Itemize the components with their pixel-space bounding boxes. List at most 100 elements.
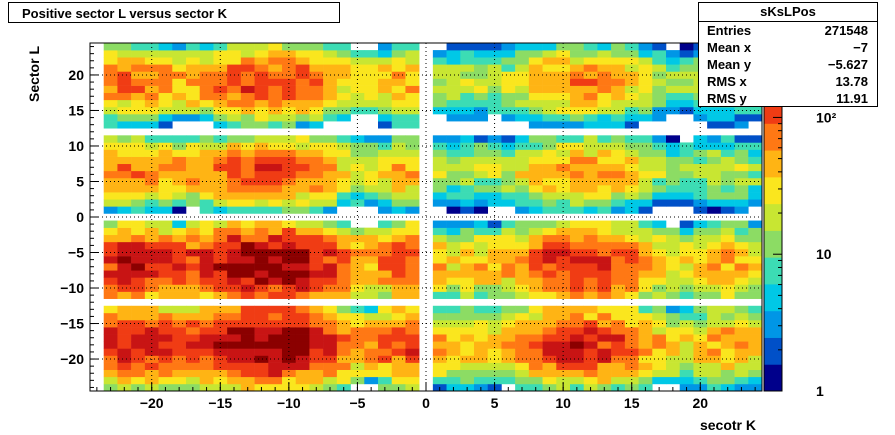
heatmap-cell [432,256,447,264]
heatmap-cell [240,85,255,94]
heatmap-cell [611,305,626,314]
heatmap-cell [227,185,242,193]
heatmap-cell [556,277,571,285]
heatmap-cell [268,256,283,264]
x-axis-title: secotr K [700,417,756,433]
heatmap-cell [364,241,379,250]
heatmap-cell [720,220,735,228]
heatmap-cell [268,57,283,65]
heatmap-cell [734,106,749,115]
heatmap-cell [638,170,653,179]
heatmap-cell [350,185,365,193]
heatmap-cell [158,355,173,363]
heatmap-cell [186,256,201,264]
heatmap-cell [158,92,173,101]
heatmap-cell [227,163,242,172]
heatmap-cell [638,99,653,108]
heatmap-cell [528,341,543,349]
heatmap-cell [570,305,585,314]
heatmap-cell [323,277,338,285]
heatmap-cell [131,50,146,58]
heatmap-cell [556,64,571,72]
heatmap-cell [405,227,420,236]
heatmap-cell [446,334,461,342]
heatmap-cell [268,270,283,278]
y-tick-label: 10 [68,138,84,154]
heatmap-cell [652,312,667,321]
heatmap-cell [103,369,118,378]
heatmap-cell [213,114,228,122]
heatmap-cell [158,50,173,58]
y-tick-label: −15 [60,316,84,332]
heatmap-cell [172,376,187,385]
heatmap-cell [158,256,173,264]
heatmap-cell [570,234,585,243]
heatmap-cell [405,99,420,108]
heatmap-cell [282,348,297,356]
heatmap-cell [172,57,187,65]
heatmap-cell [624,142,639,150]
heatmap-cell [378,142,393,150]
colorbar-segment [764,257,782,285]
heatmap-cell [199,362,214,370]
heatmap-cell [158,156,173,165]
heatmap-cell [570,312,585,321]
heatmap-cell [583,234,598,243]
heatmap-cell [748,362,763,370]
heatmap-cell [693,284,708,292]
heatmap-cell [583,376,598,385]
heatmap-cell [323,234,338,243]
heatmap-cell [501,348,516,356]
heatmap-cell [556,206,571,214]
heatmap-cell [336,362,351,370]
heatmap-cell [172,248,187,257]
heatmap-cell [583,241,598,250]
heatmap-cell [652,192,667,200]
heatmap-cell [432,177,447,186]
heatmap-cell [597,327,612,335]
heatmap-cell [570,270,585,278]
heatmap-cell [282,78,297,86]
heatmap-cell [542,348,557,356]
heatmap-cell [213,284,228,292]
heatmap-cell [350,106,365,115]
heatmap-cell [405,64,420,72]
heatmap-cell [528,291,543,299]
heatmap-cell [597,121,612,129]
heatmap-cell [131,43,146,51]
heatmap-cell [295,234,310,243]
heatmap-cell [638,312,653,321]
heatmap-cell [391,43,406,51]
heatmap-cell [378,291,393,299]
heatmap-cell [515,334,530,342]
heatmap-cell [117,263,132,271]
heatmap-cell [570,177,585,186]
heatmap-cell [693,149,708,157]
heatmap-cell [720,348,735,356]
heatmap-cell [254,362,269,370]
heatmap-cell [528,163,543,172]
heatmap-cell [748,277,763,285]
heatmap-cell [487,362,502,370]
heatmap-cell [542,163,557,172]
heatmap-cell [186,270,201,278]
heatmap-cell [172,227,187,236]
heatmap-cell [515,220,530,228]
heatmap-cell [240,92,255,101]
heatmap-cell [117,156,132,165]
heatmap-cell [144,305,159,314]
heatmap-cell [693,114,708,122]
heatmap-cell [336,106,351,115]
heatmap-cell [487,220,502,228]
heatmap-cell [131,334,146,342]
heatmap-cell [213,43,228,51]
heatmap-cell [707,121,722,129]
heatmap-cell [117,220,132,228]
heatmap-cell [186,149,201,157]
heatmap-cell [117,135,132,143]
heatmap-cell [528,263,543,271]
heatmap-cell [268,114,283,122]
heatmap-cell [501,376,516,385]
heatmap-cell [446,142,461,150]
heatmap-cell [556,50,571,58]
